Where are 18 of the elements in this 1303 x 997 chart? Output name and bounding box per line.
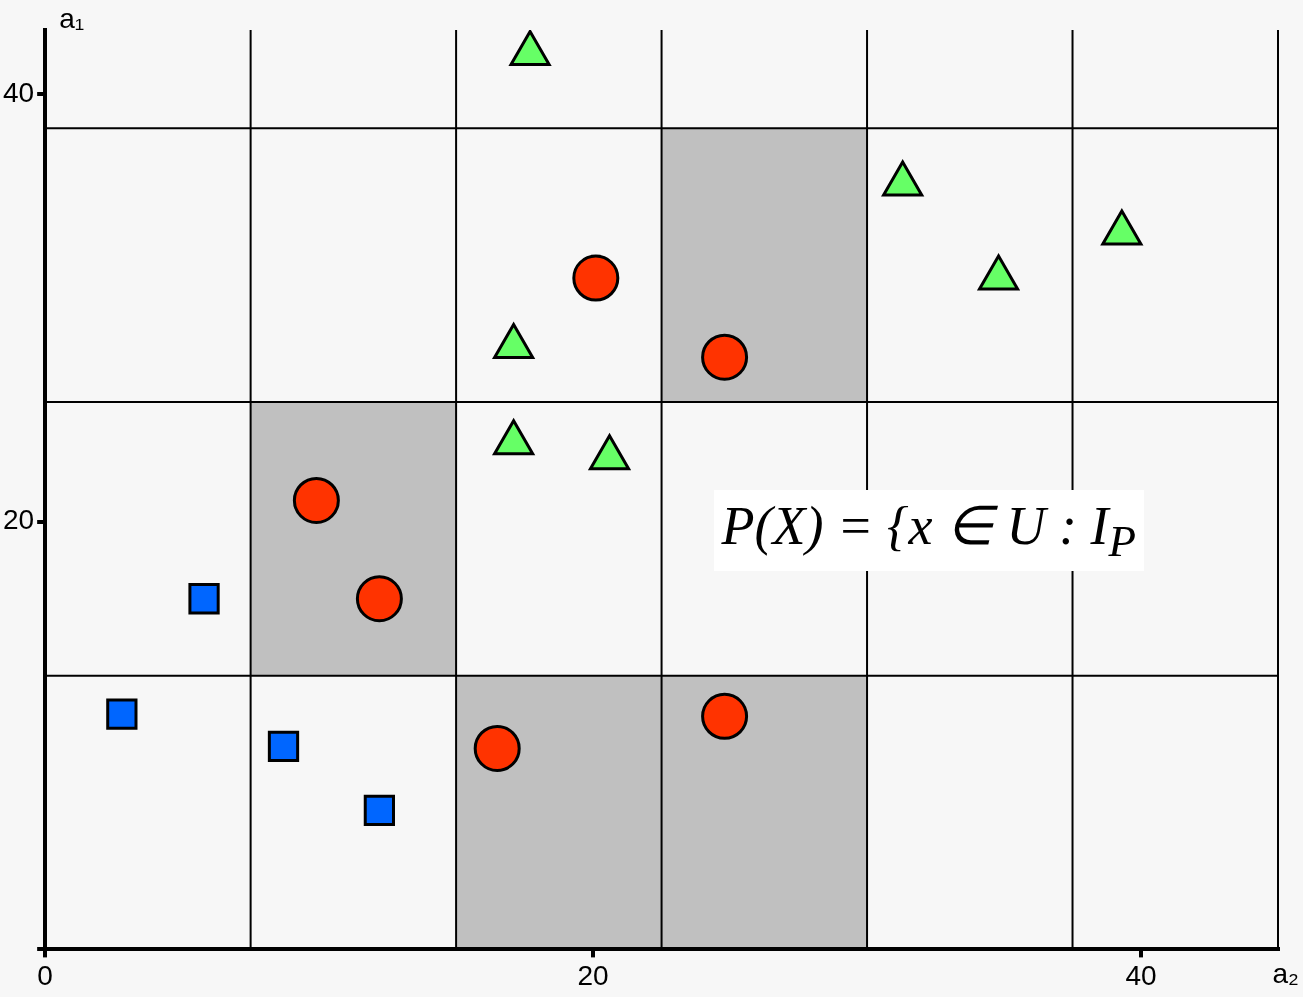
- point: [355, 575, 403, 623]
- annotation: P(X) = {x ∈ U : I$_{P}$: [713, 490, 1144, 571]
- x-tick-label: 40: [1125, 959, 1157, 991]
- point: [882, 160, 924, 197]
- point: [188, 583, 220, 615]
- point: [1101, 209, 1143, 246]
- x-tick-label: 20: [577, 959, 609, 991]
- x-axis-title: a₂: [1272, 958, 1299, 990]
- point: [106, 698, 138, 730]
- point: [267, 730, 300, 762]
- y-axis-title: a₁: [59, 2, 85, 34]
- x-tick-label: 0: [37, 959, 53, 991]
- point: [978, 254, 1020, 291]
- point: [363, 794, 396, 827]
- point: [473, 724, 521, 772]
- point: [701, 692, 749, 740]
- point: [509, 30, 551, 67]
- point: [292, 476, 340, 524]
